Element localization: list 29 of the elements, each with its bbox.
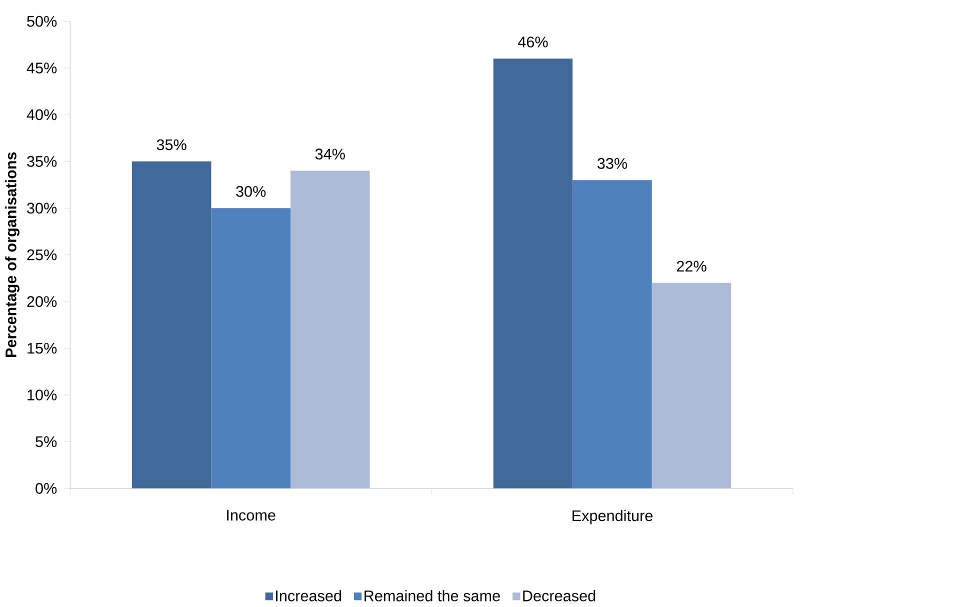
bar	[211, 208, 290, 488]
data-label: 30%	[236, 186, 266, 197]
y-tick-label: 25%	[27, 249, 57, 260]
y-tick-label: 40%	[26, 109, 57, 120]
bar	[572, 180, 652, 488]
data-label: 35%	[156, 139, 186, 150]
y-tick-label: 15%	[28, 342, 57, 354]
legend-label: Increased	[276, 590, 342, 602]
y-tick-label: 35%	[27, 156, 57, 167]
data-label: 34%	[315, 148, 345, 160]
y-tick-label: 0%	[36, 483, 57, 494]
data-label: 22%	[676, 260, 706, 272]
legend-label: Decreased	[523, 590, 596, 602]
y-tick-label: 10%	[28, 390, 57, 400]
bar	[132, 161, 212, 488]
y-tick-label: 50%	[27, 16, 57, 27]
y-tick-label: 45%	[26, 62, 57, 74]
x-tick-label: Income	[227, 510, 276, 521]
legend-label: Remained the same	[364, 590, 500, 602]
y-tick-label: 20%	[27, 296, 57, 308]
y-axis-title: Percentage of organisations	[5, 152, 20, 358]
bar	[652, 282, 732, 488]
y-tick-label: 5%	[36, 436, 57, 448]
bar	[493, 58, 573, 488]
data-label: 33%	[597, 158, 628, 169]
bar	[290, 170, 370, 488]
data-label: 46%	[518, 36, 548, 48]
y-tick-label: 30%	[27, 202, 57, 214]
x-tick-label: Expenditure	[572, 510, 653, 524]
